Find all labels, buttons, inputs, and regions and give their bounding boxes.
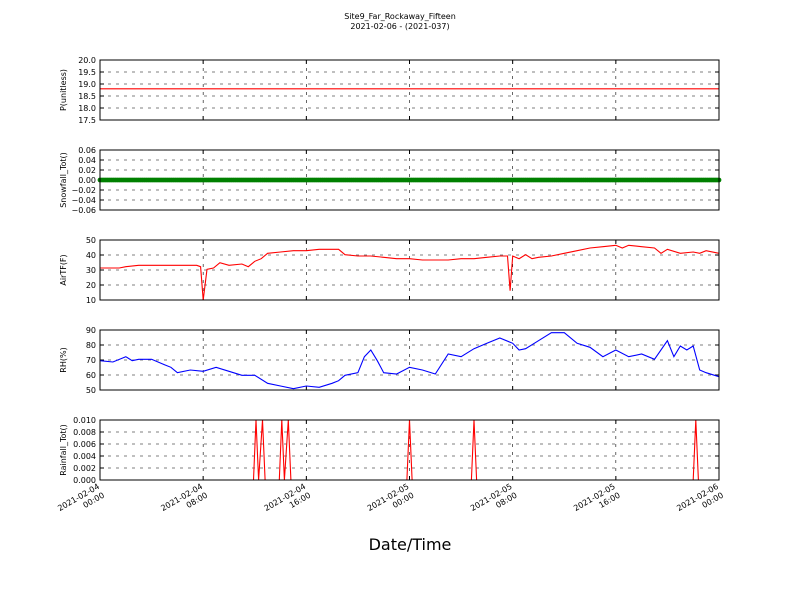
y-tick-label: 20.0 [78,56,96,65]
y-tick-label: 60 [86,371,96,380]
y-axis-label: RH(%) [59,347,68,372]
y-tick-label: 18.5 [78,92,96,101]
y-tick-label: 19.5 [78,68,96,77]
y-tick-label: 18.0 [78,104,96,113]
axes-frame [99,329,720,391]
y-axis-label: Snowfall_Tot() [59,152,68,208]
panel-rainfall: 0.000 0.002 0.004 0.006 0.008 0.010 Rainfall_T… [59,416,720,485]
y-tick-label: 70 [86,356,96,365]
x-axis-label: Date/Time [369,535,452,554]
panel-airt: 10 20 30 40 50 AirTF(F) [59,236,720,305]
y-axis-label: AirTF(F) [59,254,68,285]
panel-rh: 50 60 70 80 90 RH(%) [59,326,720,395]
y-tick-label: 19.0 [78,80,96,89]
y-tick-label: 0.02 [78,166,96,175]
chart-subtitle: 2021-02-06 - (2021-037) [350,22,449,31]
axes-frame [99,419,720,481]
y-tick-label: 0.006 [73,440,96,449]
y-tick-label: 10 [86,296,96,305]
series-rh [99,332,720,390]
y-tick-label: 17.5 [78,116,96,125]
y-tick-label: −0.06 [71,206,96,215]
y-tick-label: 0.00 [78,176,96,185]
y-tick-label: 50 [86,236,96,245]
y-tick-label: 90 [86,326,96,335]
chart-title: Site9_Far_Rockaway_Fifteen [344,12,456,21]
series-snowfall [97,177,722,183]
y-tick-label: 0.002 [73,464,96,473]
y-tick-label: 0.010 [73,416,96,425]
axes-frame [99,59,720,121]
y-axis-label: P(unitless) [59,69,68,111]
y-tick-label: 0.06 [78,146,96,155]
axes-frame [99,149,720,211]
y-tick-label: 30 [86,266,96,275]
series-airt [100,244,720,301]
y-tick-label: 0.004 [73,452,96,461]
y-tick-label: −0.04 [71,196,96,205]
y-tick-label: −0.02 [71,186,96,195]
panel-snowfall: −0.06−0.04−0.020.000.020.040.06 Snowfall_… [59,146,722,215]
chart-panels: 17.5 18.0 18.5 19.0 19.5 20.0 P(unitless) −0.06… [59,56,722,485]
y-tick-label: 80 [86,341,96,350]
y-tick-label: 0.000 [73,476,96,485]
panel-p: 17.5 18.0 18.5 19.0 19.5 20.0 P(unitless) [59,56,720,125]
y-tick-label: 20 [86,281,96,290]
y-tick-label: 40 [86,251,96,260]
y-axis-label: Rainfall_Tot() [59,424,68,476]
axes-frame [99,239,720,301]
y-tick-label: 50 [86,386,96,395]
y-tick-label: 0.04 [78,156,96,165]
y-tick-label: 0.008 [73,428,96,437]
